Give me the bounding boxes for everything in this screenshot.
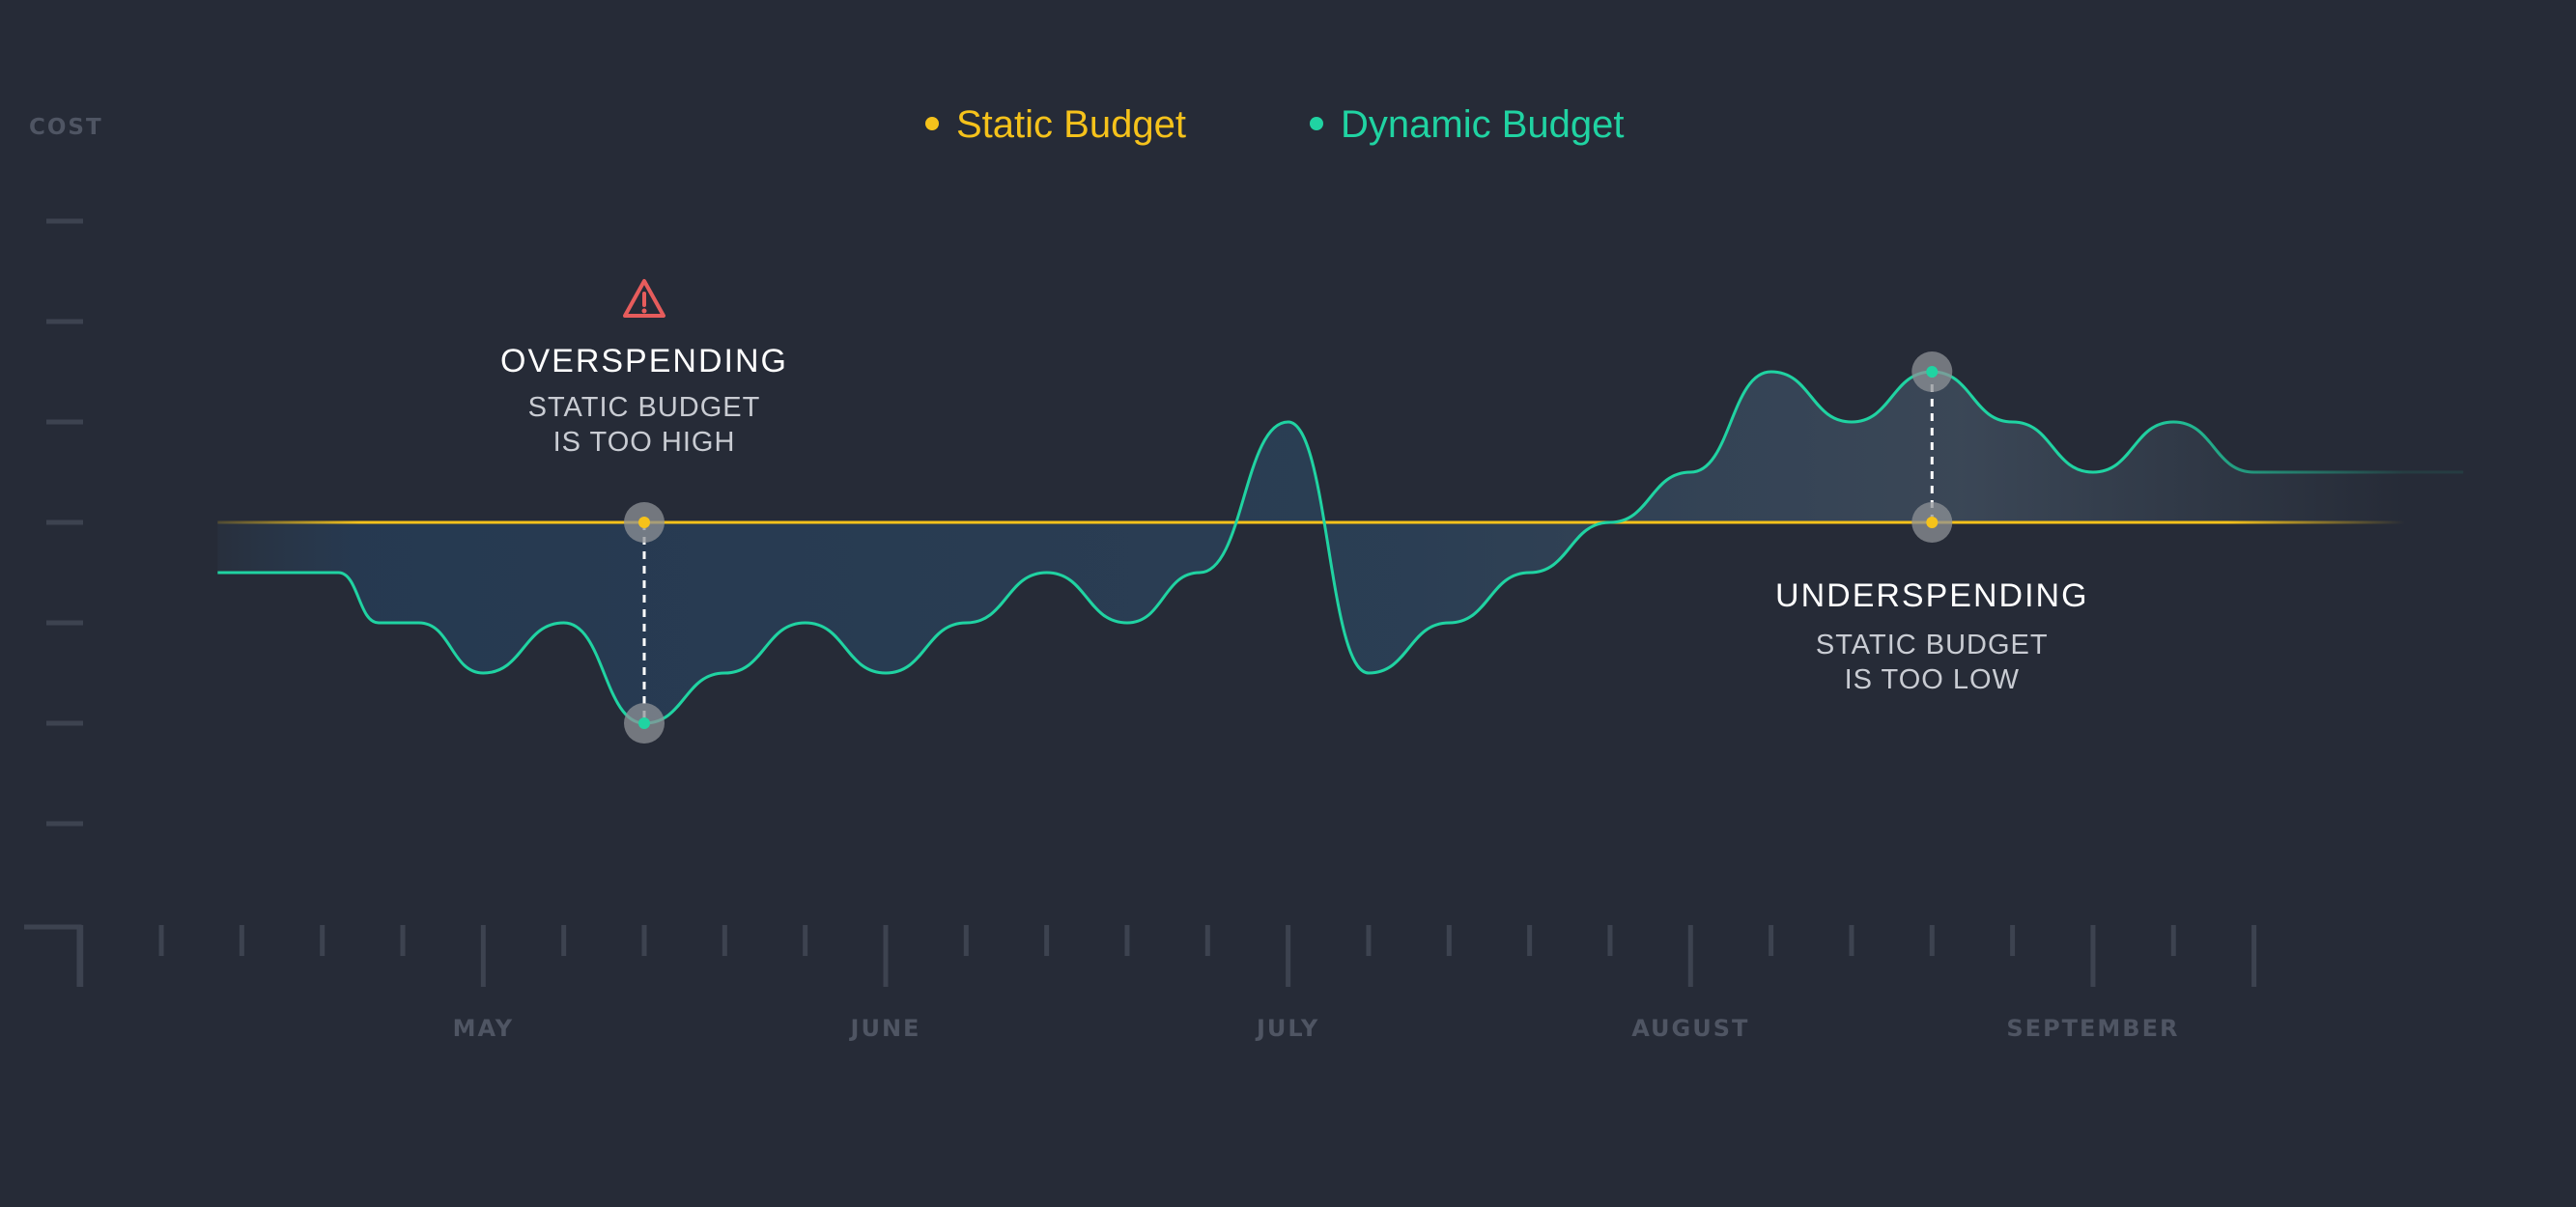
x-label-august: AUGUST xyxy=(1631,1015,1749,1042)
x-label-september: SEPTEMBER xyxy=(2006,1015,2179,1042)
x-axis xyxy=(24,924,2257,987)
y-axis-ticks xyxy=(46,218,83,827)
plot-area xyxy=(217,370,2464,725)
overspending-dynamic-marker xyxy=(638,717,650,729)
legend-dynamic-label: Dynamic Budget xyxy=(1341,103,1624,146)
underspending-static-marker xyxy=(1926,517,1939,528)
y-axis-title: COST xyxy=(29,115,103,140)
legend-static-label: Static Budget xyxy=(956,103,1186,146)
x-label-june: JUNE xyxy=(849,1015,921,1042)
difference-area xyxy=(217,372,2464,723)
overspending-annotation: OVERSPENDING STATIC BUDGET IS TOO HIGH xyxy=(500,279,788,744)
underspending-annotation: UNDERSPENDING STATIC BUDGET IS TOO LOW xyxy=(1775,351,2088,695)
overspending-line-2: IS TOO HIGH xyxy=(553,427,736,458)
underspending-line-2: IS TOO LOW xyxy=(1845,664,2020,695)
legend-static-dot xyxy=(925,117,939,130)
x-axis-labels: MAY JUNE JULY AUGUST SEPTEMBER xyxy=(453,1015,2179,1042)
x-label-may: MAY xyxy=(453,1015,515,1042)
underspending-title: UNDERSPENDING xyxy=(1775,577,2088,614)
overspending-static-marker xyxy=(638,517,650,528)
x-label-july: JULY xyxy=(1255,1015,1319,1042)
legend-item-dynamic: Dynamic Budget xyxy=(1310,103,1624,146)
dynamic-budget-line xyxy=(217,370,2464,725)
axis-corner xyxy=(24,924,82,987)
legend-dynamic-dot xyxy=(1310,117,1323,130)
overspending-title: OVERSPENDING xyxy=(500,343,788,379)
warning-icon xyxy=(623,279,665,318)
overspending-line-1: STATIC BUDGET xyxy=(528,392,761,423)
underspending-dynamic-marker xyxy=(1926,366,1939,378)
underspending-line-1: STATIC BUDGET xyxy=(1816,630,2049,660)
legend: Static Budget Dynamic Budget xyxy=(925,103,1624,146)
legend-item-static: Static Budget xyxy=(925,103,1186,146)
